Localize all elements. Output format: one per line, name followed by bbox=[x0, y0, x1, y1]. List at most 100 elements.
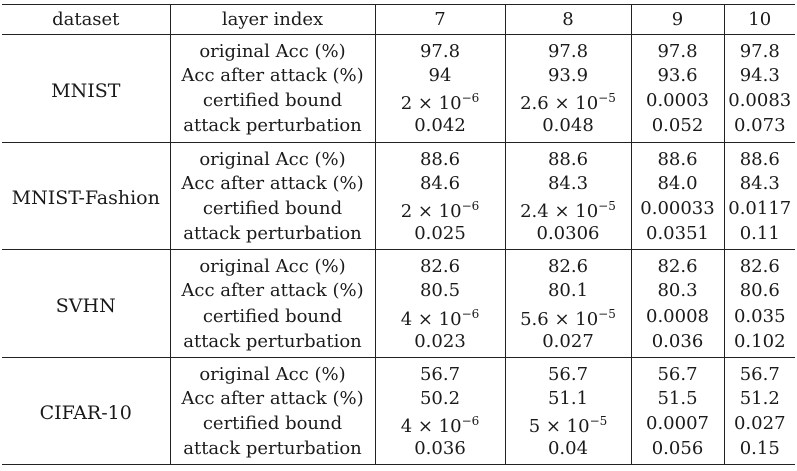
table-row: Acc after attack (%) 80.5 80.1 80.3 80.6 bbox=[2, 279, 795, 304]
table-row: attack perturbation 0.042 0.048 0.052 0.073 bbox=[2, 114, 795, 143]
value-cell: 84.0 bbox=[631, 171, 725, 196]
metric-label: original Acc (%) bbox=[170, 142, 376, 172]
dataset-group: MNIST original Acc (%) 97.8 97.8 97.8 97.8 Acc… bbox=[2, 34, 795, 143]
value-text: 82.6 bbox=[739, 256, 780, 278]
metric-label: original Acc (%) bbox=[170, 34, 376, 65]
table-row: MNIST original Acc (%) 97.8 97.8 97.8 97.8 bbox=[2, 34, 795, 143]
value-cell: 0.0083 bbox=[724, 88, 795, 114]
value-text: 0.052 bbox=[651, 115, 704, 137]
results-table: dataset layer index 7 8 9 10 MNIST origin… bbox=[2, 4, 795, 465]
value-cell: 51.1 bbox=[505, 386, 632, 412]
table-row: CIFAR-10 original Acc (%) 56.7 56.7 56.7 56.7 bbox=[2, 357, 795, 465]
value-exponent: −5 bbox=[598, 306, 616, 321]
value-text: 84.3 bbox=[547, 172, 589, 194]
value-cell: 56.7 bbox=[724, 357, 795, 387]
value-text: 5.6 × 10 bbox=[520, 308, 599, 330]
value-text: 97.8 bbox=[419, 41, 461, 63]
value-text: 0.102 bbox=[733, 330, 786, 352]
value-text: 56.7 bbox=[739, 363, 780, 385]
value-cell: 84.3 bbox=[505, 171, 632, 196]
value-exponent: −5 bbox=[598, 198, 616, 213]
metric-label: attack perturbation bbox=[170, 221, 376, 250]
value-cell: 5 × 10−5 bbox=[505, 411, 632, 438]
value-text: 56.7 bbox=[419, 363, 461, 385]
value-text: 50.2 bbox=[419, 387, 461, 409]
value-cell: 4 × 10−6 bbox=[375, 411, 506, 438]
value-text: 0.036 bbox=[414, 438, 466, 460]
value-cell: 88.6 bbox=[505, 142, 632, 172]
dataset-group: CIFAR-10 original Acc (%) 56.7 56.7 56.7 56.7… bbox=[2, 357, 795, 465]
table-row: attack perturbation 0.023 0.027 0.036 0.102 bbox=[2, 329, 795, 358]
table-row: certified bound 2 × 10−6 2.4 × 10−5 0.00033… bbox=[2, 195, 795, 222]
dataset-name: MNIST-Fashion bbox=[2, 142, 171, 250]
value-text: 0.0083 bbox=[728, 90, 792, 112]
value-text: 0.15 bbox=[739, 438, 780, 460]
value-cell: 93.9 bbox=[505, 64, 632, 89]
value-exponent: −6 bbox=[461, 91, 480, 106]
value-text: 0.025 bbox=[414, 223, 466, 245]
table-row: certified bound 2 × 10−6 2.6 × 10−5 0.0003 0… bbox=[2, 88, 795, 115]
value-text: 0.11 bbox=[739, 223, 780, 245]
metric-label: Acc after attack (%) bbox=[170, 64, 376, 89]
value-cell: 0.15 bbox=[724, 437, 795, 465]
value-cell: 0.11 bbox=[724, 222, 795, 250]
value-text: 5 × 10 bbox=[528, 416, 590, 438]
table-row: attack perturbation 0.036 0.04 0.056 0.15 bbox=[2, 437, 795, 465]
value-exponent: −5 bbox=[589, 414, 608, 429]
table-row: SVHN original Acc (%) 82.6 82.6 82.6 82.6 bbox=[2, 249, 795, 358]
value-cell: 82.6 bbox=[375, 249, 506, 280]
table-row: attack perturbation 0.025 0.0306 0.0351 0.11 bbox=[2, 221, 795, 250]
value-text: 84.3 bbox=[739, 172, 780, 194]
value-cell: 88.6 bbox=[631, 142, 725, 172]
table-row: Acc after attack (%) 50.2 51.1 51.5 51.2 bbox=[2, 386, 795, 412]
value-cell: 0.0306 bbox=[505, 221, 632, 250]
value-cell: 84.3 bbox=[724, 172, 795, 196]
value-cell: 0.0007 bbox=[631, 411, 725, 438]
value-text: 93.6 bbox=[657, 65, 698, 87]
value-text: 80.1 bbox=[547, 280, 589, 302]
metric-label: attack perturbation bbox=[170, 329, 376, 358]
value-cell: 0.0351 bbox=[631, 221, 725, 250]
value-cell: 0.036 bbox=[631, 329, 725, 358]
value-cell: 2.6 × 10−5 bbox=[505, 88, 632, 115]
value-text: 2.6 × 10 bbox=[520, 93, 599, 115]
value-text: 97.8 bbox=[739, 41, 780, 63]
value-cell: 84.6 bbox=[375, 171, 506, 196]
value-cell: 4 × 10−6 bbox=[375, 303, 506, 330]
value-text: 0.042 bbox=[414, 115, 466, 137]
value-text: 82.6 bbox=[547, 256, 589, 278]
value-cell: 97.8 bbox=[375, 34, 506, 65]
value-text: 0.0117 bbox=[728, 197, 792, 219]
value-text: 0.027 bbox=[733, 413, 786, 435]
value-text: 0.00033 bbox=[640, 197, 715, 219]
value-text: 51.2 bbox=[739, 387, 780, 409]
value-cell: 5.6 × 10−5 bbox=[505, 303, 632, 330]
value-cell: 0.027 bbox=[505, 329, 632, 358]
value-cell: 0.025 bbox=[375, 221, 506, 250]
header-dataset: dataset bbox=[2, 4, 171, 35]
value-cell: 51.5 bbox=[631, 386, 725, 412]
value-text: 0.04 bbox=[547, 438, 589, 460]
value-text: 88.6 bbox=[547, 148, 589, 170]
value-cell: 88.6 bbox=[375, 142, 506, 172]
value-text: 51.1 bbox=[547, 387, 589, 409]
value-cell: 82.6 bbox=[724, 250, 795, 280]
value-cell: 0.048 bbox=[505, 114, 632, 143]
value-cell: 0.036 bbox=[375, 437, 506, 465]
value-text: 56.7 bbox=[657, 363, 698, 385]
value-cell: 97.8 bbox=[724, 35, 795, 65]
header-layer-index: layer index bbox=[170, 4, 376, 35]
value-cell: 94 bbox=[375, 64, 506, 89]
value-text: 80.5 bbox=[419, 280, 461, 302]
value-text: 84.6 bbox=[419, 172, 461, 194]
value-text: 0.027 bbox=[542, 330, 594, 352]
value-exponent: −5 bbox=[598, 91, 616, 106]
value-text: 88.6 bbox=[739, 148, 780, 170]
metric-label: certified bound bbox=[170, 195, 376, 222]
value-cell: 56.7 bbox=[505, 357, 632, 387]
value-text: 80.3 bbox=[657, 280, 698, 302]
header-layer-7: 7 bbox=[375, 4, 506, 35]
value-cell: 2 × 10−6 bbox=[375, 195, 506, 222]
value-cell: 0.0003 bbox=[631, 88, 725, 115]
value-cell: 51.2 bbox=[724, 387, 795, 411]
